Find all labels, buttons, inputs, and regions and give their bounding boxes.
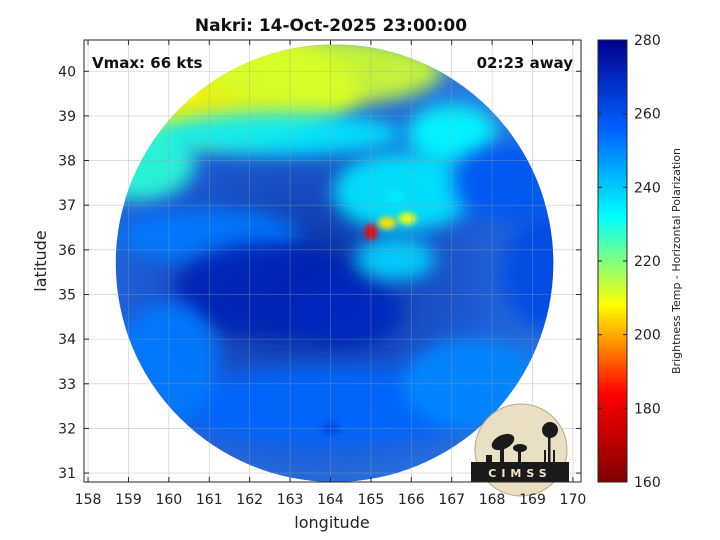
field-feature	[398, 212, 417, 225]
y-axis-label: latitude	[31, 230, 50, 291]
colorbar-tick-label: 180	[634, 401, 661, 417]
x-axis-label: longitude	[294, 513, 369, 532]
x-tick-label: 163	[277, 492, 304, 508]
colorbar-tick-label: 260	[634, 107, 661, 123]
x-tick-label: 162	[236, 492, 263, 508]
colorbar-ramp	[597, 39, 628, 483]
field-feature	[260, 275, 279, 288]
y-tick-label: 39	[58, 109, 76, 125]
colorbar-tick-label: 280	[634, 33, 661, 49]
x-axis-ticks: 158 159 160 161 162 163 164 165 166 167 168 169 170	[75, 40, 587, 508]
y-tick-label: 31	[58, 466, 76, 482]
y-tick-label: 37	[58, 198, 76, 214]
x-tick-label: 170	[560, 492, 587, 508]
x-tick-label: 168	[479, 492, 506, 508]
y-axis-ticks: 31 32 33 34 35 36 37 38 39 40	[58, 64, 581, 482]
y-tick-label: 34	[58, 332, 76, 348]
x-tick-label: 166	[398, 492, 425, 508]
colorbar-tick-label: 160	[634, 475, 661, 491]
field-region	[355, 236, 436, 281]
chart-title: Nakri: 14-Oct-2025 23:00:00	[195, 16, 467, 36]
colorbar: 280 260 240 220 200 180 160 Brightness Temp - …	[597, 33, 683, 491]
x-tick-label: 167	[438, 492, 465, 508]
colorbar-ticks: 280 260 240 220 200 180 160	[598, 33, 661, 491]
field-region	[333, 151, 474, 232]
time-away-annotation: 02:23 away	[477, 54, 574, 72]
y-tick-label: 36	[58, 243, 76, 259]
field-region	[502, 212, 554, 333]
field-region	[161, 111, 402, 156]
x-tick-label: 164	[317, 492, 344, 508]
field-region	[291, 277, 402, 348]
x-tick-label: 161	[196, 492, 223, 508]
colorbar-tick-label: 220	[634, 254, 661, 270]
y-tick-label: 32	[58, 421, 76, 437]
x-tick-label: 169	[519, 492, 546, 508]
colorbar-label: Brightness Temp - Horizontal Polarizatio…	[670, 148, 683, 374]
y-tick-label: 38	[58, 154, 76, 170]
y-tick-label: 33	[58, 377, 76, 393]
x-tick-label: 158	[75, 492, 102, 508]
vmax-annotation: Vmax: 66 kts	[92, 54, 202, 72]
field-feature	[386, 190, 405, 203]
x-tick-label: 165	[358, 492, 385, 508]
brightness-temp-field	[115, 44, 554, 482]
field-feature	[260, 74, 279, 87]
colorbar-tick-label: 200	[634, 328, 661, 344]
grid-lines	[84, 40, 581, 482]
x-tick-label: 160	[155, 492, 182, 508]
y-tick-label: 40	[58, 64, 76, 80]
y-tick-label: 35	[58, 287, 76, 303]
logo-text: CIMSS	[488, 467, 551, 480]
plot-frame	[83, 39, 582, 483]
field-feature	[378, 217, 397, 230]
cimss-logo: CIMSS	[471, 403, 569, 497]
x-tick-label: 159	[115, 492, 142, 508]
colorbar-tick-label: 240	[634, 180, 661, 196]
